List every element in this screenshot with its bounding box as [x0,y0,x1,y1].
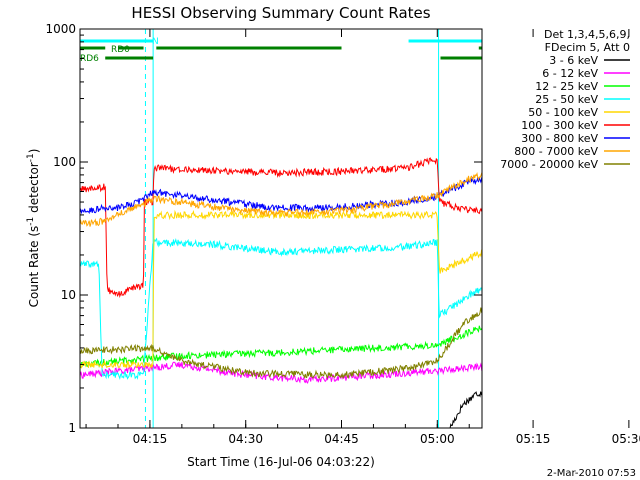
x-tick-label: 04:15 [133,432,168,446]
x-tick-label: 04:45 [324,432,359,446]
series-line-1 [449,384,483,429]
legend-label: 25 - 50 keV [535,93,598,106]
legend-label: 800 - 7000 keV [514,145,598,158]
legend: Det 1,3,4,5,6,9,FDecim 5, Att 03 - 6 keV… [500,28,630,171]
series-line-3 [79,318,483,369]
flag-label-n: N [152,37,159,47]
legend-label: 300 - 800 keV [521,132,598,145]
legend-label: 50 - 100 keV [528,106,598,119]
flag-label-rd6: RD6 [80,54,99,64]
x-tick-label: 05:15 [516,432,551,446]
x-tick-label: 04:30 [228,432,263,446]
legend-header-line: Det 1,3,4,5,6,9, [544,28,630,41]
y-axis: 1 10 100 1000 [45,22,482,435]
x-tick-label: 05:30 [612,432,640,446]
flag-label-rd0: RD0 [111,45,130,55]
y-tick-label: 10 [61,288,76,302]
y-axis-label: Count Rate (s-1 detector-1) [26,149,41,308]
legend-header-line: FDecim 5, Att 0 [545,41,630,54]
y-tick-label: 1 [68,421,76,435]
legend-label: 7000 - 20000 keV [500,158,598,171]
series-line-6 [79,157,483,298]
legend-label: 6 - 12 keV [542,67,598,80]
legend-label: 100 - 300 keV [521,119,598,132]
legend-label: 3 - 6 keV [549,54,598,67]
chart-title: HESSI Observing Summary Count Rates [131,4,430,22]
plot-frame [79,28,483,429]
plot-area: N RD0 RD6 [79,29,483,429]
timestamp: 2-Mar-2010 07:53 [547,468,636,479]
y-tick-label: 1000 [45,22,76,36]
x-tick-label: 05:00 [420,432,455,446]
series-line-5 [79,209,483,370]
series-line-4 [79,237,483,381]
x-axis-label: Start Time (16-Jul-06 04:03:22) [187,455,375,469]
y-tick-label: 100 [53,155,76,169]
legend-label: 12 - 25 keV [535,80,598,93]
x-axis: 04:15 04:30 04:45 05:00 05:15 05:30 [85,29,640,446]
